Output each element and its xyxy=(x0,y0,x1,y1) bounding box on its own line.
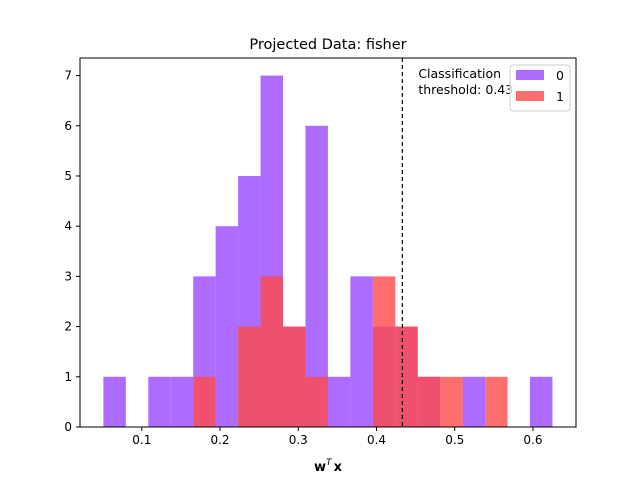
legend-swatch-1 xyxy=(516,91,544,101)
bar-series-0-bin-1 xyxy=(148,376,171,427)
y-tick-label: 5 xyxy=(64,169,72,183)
bar-series-1-bin-2 xyxy=(260,276,284,427)
bar-series-1-bin-8 xyxy=(440,376,463,427)
x-axis-label-superscript: T xyxy=(326,458,333,468)
legend-label-0: 0 xyxy=(556,68,564,83)
x-tick-label: 0.3 xyxy=(289,433,308,447)
bar-series-0-bin-2 xyxy=(170,376,194,427)
bar-series-0-bin-15 xyxy=(529,376,553,427)
x-tick-label: 0.5 xyxy=(445,433,464,447)
bar-series-1-bin-5 xyxy=(372,276,396,427)
x-tick-label: 0.1 xyxy=(132,433,151,447)
y-tick-label: 4 xyxy=(64,219,72,233)
legend: 01 xyxy=(509,64,571,112)
x-axis-label-x: x xyxy=(334,460,343,475)
legend-label-1: 1 xyxy=(556,89,564,104)
bar-series-0-bin-0 xyxy=(103,376,126,427)
bars-layer xyxy=(103,75,553,428)
plot-frame xyxy=(79,57,577,428)
x-axis-label-w: w xyxy=(314,460,326,475)
bar-series-1-bin-6 xyxy=(395,326,418,427)
bar-series-1-bin-4 xyxy=(305,376,328,427)
legend-swatch-0 xyxy=(516,70,544,80)
bar-series-1-bin-0 xyxy=(193,376,216,427)
y-tick-label: 1 xyxy=(64,370,72,384)
bar-series-0-bin-9 xyxy=(327,376,351,427)
x-tick-label: 0.4 xyxy=(367,433,386,447)
y-tick-label: 0 xyxy=(64,420,72,434)
x-tick-label: 0.2 xyxy=(210,433,229,447)
x-axis-label: wT x xyxy=(314,458,343,475)
threshold-label-line2: threshold: 0.43 xyxy=(418,82,513,97)
bar-series-0-bin-8 xyxy=(305,125,328,427)
chart-title: Projected Data: fisher xyxy=(249,37,406,53)
y-tick-label: 7 xyxy=(64,69,72,83)
bar-series-1-bin-3 xyxy=(283,326,306,427)
bar-series-0-bin-14 xyxy=(462,376,486,427)
x-tick-label: 0.6 xyxy=(523,433,542,447)
threshold-label-line1: Classification xyxy=(418,66,501,81)
y-tick-label: 3 xyxy=(64,269,72,283)
y-tick-label: 2 xyxy=(64,320,72,334)
bar-series-1-bin-9 xyxy=(485,376,508,427)
bar-series-1-bin-1 xyxy=(238,326,261,427)
y-tick-label: 6 xyxy=(64,119,72,133)
bar-series-0-bin-10 xyxy=(350,276,373,427)
bar-series-1-bin-7 xyxy=(417,376,441,427)
bar-series-0-bin-4 xyxy=(215,226,239,427)
